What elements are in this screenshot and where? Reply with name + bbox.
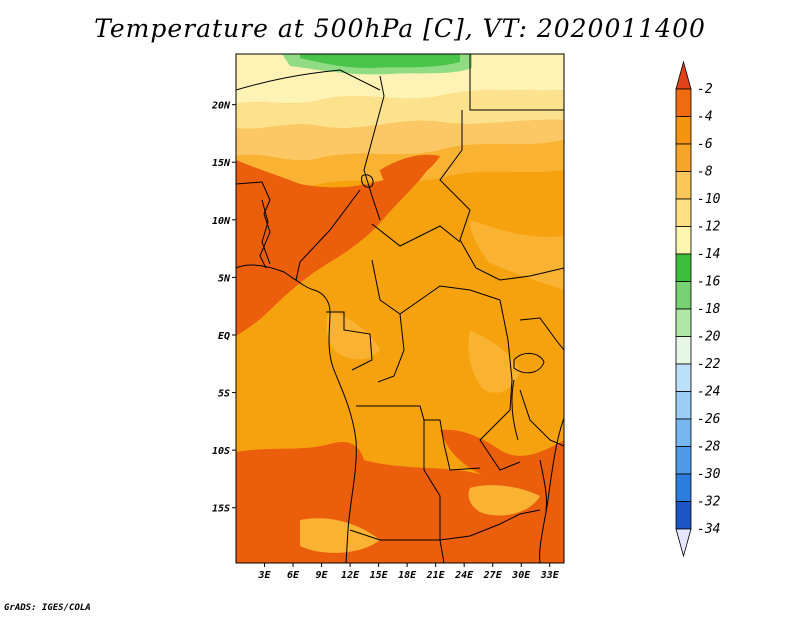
colorbar-swatch [675, 391, 692, 420]
border-niger-chad [363, 75, 385, 221]
colorbar-label: -22 [697, 357, 721, 372]
border-uganda-kenya [519, 317, 564, 351]
field-mid-southwest [300, 518, 380, 553]
border-lake-chad [361, 174, 374, 188]
map-borders [236, 54, 564, 563]
colorbar-label: -32 [697, 495, 721, 510]
colorbar-swatch [675, 281, 692, 310]
border-coastline-east [539, 417, 564, 563]
lon-tick-label: 27E [483, 570, 503, 581]
border-libya-egypt [469, 54, 564, 111]
field-darkgreen-patch [300, 54, 460, 68]
border-congo-drc [377, 313, 405, 383]
border-lake-victoria [513, 353, 545, 374]
field-mid-patch-central [326, 310, 380, 360]
lon-tick-label: 24E [454, 570, 474, 581]
colorbar-swatch [675, 253, 692, 282]
temperature-field [236, 54, 564, 563]
lat-tick-label: EQ [218, 331, 230, 342]
colorbar-label: -4 [697, 110, 713, 125]
colorbar-top-arrow [675, 60, 692, 90]
colorbar-swatch [675, 363, 692, 392]
colorbar-label: -2 [697, 82, 713, 97]
colorbar-bottom-arrow [675, 528, 692, 558]
lon-tick-label: 18E [398, 570, 417, 581]
border-chad-sudan [439, 110, 564, 281]
colorbar-label: -24 [697, 385, 720, 400]
colorbar-label: -8 [697, 165, 713, 180]
field-cooler-north [236, 90, 564, 129]
border-angola-zambia [349, 420, 441, 541]
lon-tick-label: 21E [426, 570, 446, 581]
border-chad-car [371, 223, 461, 247]
border-tanzania [519, 389, 564, 447]
colorbar-swatch [675, 226, 692, 255]
border-namibia-botswana [439, 539, 445, 563]
lon-tick-label: 9E [316, 570, 329, 581]
border-algeria-niger [236, 69, 381, 91]
colorbar-swatch [675, 501, 692, 530]
colorbar-swatch [675, 446, 692, 475]
colorbar-label: -14 [697, 247, 720, 262]
lon-tick-label: 6E [287, 570, 300, 581]
colorbar-swatch [675, 418, 692, 447]
colorbar-label: -28 [697, 440, 721, 455]
colorbar-label: -6 [697, 137, 713, 152]
colorbar-swatch [675, 308, 692, 337]
colorbar-label: -30 [697, 467, 721, 482]
field-warmest-band-2 [380, 154, 440, 190]
colorbar-swatch [675, 198, 692, 227]
border-drc-east [479, 299, 521, 471]
lat-tick-label: 5N [218, 273, 231, 284]
field-mid-patch-ne [470, 220, 564, 290]
border-nw-africa [236, 181, 271, 269]
lat-tick-label: 15N [212, 158, 231, 169]
lat-tick-label: 10N [212, 216, 231, 227]
colorbar: -2 -4 -6 -8 -10 -12 -14 -16 -18 -20 -22 -24 -26 -28 -3… [675, 60, 721, 558]
colorbar-swatch [675, 473, 692, 502]
colorbar-label: -10 [697, 192, 721, 207]
longitude-axis: 3E 6E 9E 12E 15E 18E 21E 24E 27E 30E 33E [257, 563, 560, 581]
field-mid-south-spots [468, 485, 540, 516]
field-warmest-west [236, 160, 430, 336]
border-drc-angola [356, 405, 481, 471]
border-nigeria-cameroon [295, 189, 361, 281]
map-frame [235, 53, 565, 564]
lon-tick-label: 15E [370, 570, 389, 581]
border-zambia-zimbabwe [439, 509, 541, 541]
colorbar-label: -34 [697, 522, 720, 537]
colorbar-label: -20 [697, 330, 721, 345]
chart-title: Temperature at 500hPa [C], VT: 202001140… [94, 14, 706, 43]
latitude-axis: 20N 15N 10N 5N EQ 5S 10S 15S [211, 101, 236, 515]
lat-tick-label: 15S [212, 504, 230, 515]
field-mid-patch-east [468, 330, 520, 393]
lon-tick-label: 12E [341, 570, 360, 581]
colorbar-label: -12 [697, 220, 721, 235]
colorbar-swatch [675, 143, 692, 172]
colorbar-swatch [675, 88, 692, 117]
lat-tick-label: 5S [218, 389, 230, 400]
field-cool-north [236, 119, 564, 161]
field-warm-southeast [440, 429, 564, 484]
lon-tick-label: 3E [257, 570, 271, 581]
map-panel: 20N 15N 10N 5N EQ 5S 10S 15S 3E 6E 9E 12E 15E 18E 21E… [211, 53, 565, 581]
lon-tick-label: 30E [511, 570, 531, 581]
colorbar-swatch [675, 171, 692, 200]
lat-tick-label: 20N [211, 101, 231, 112]
colorbar-label: -16 [697, 275, 721, 290]
footer-credit: GrADS: IGES/COLA [4, 603, 91, 613]
colorbar-swatch [675, 336, 692, 365]
border-benin-togo [261, 199, 271, 265]
border-lake-tanganyika [511, 379, 519, 441]
border-gabon [326, 311, 373, 371]
colorbar-label: -26 [697, 412, 721, 427]
border-lake-malawi [539, 459, 547, 511]
colorbar-label: -18 [697, 302, 721, 317]
colorbar-swatch [675, 116, 692, 145]
border-cameroon-car [371, 259, 501, 315]
lat-tick-label: 10S [212, 446, 230, 457]
lon-tick-label: 33E [540, 570, 560, 581]
border-coastline-west [236, 264, 357, 563]
